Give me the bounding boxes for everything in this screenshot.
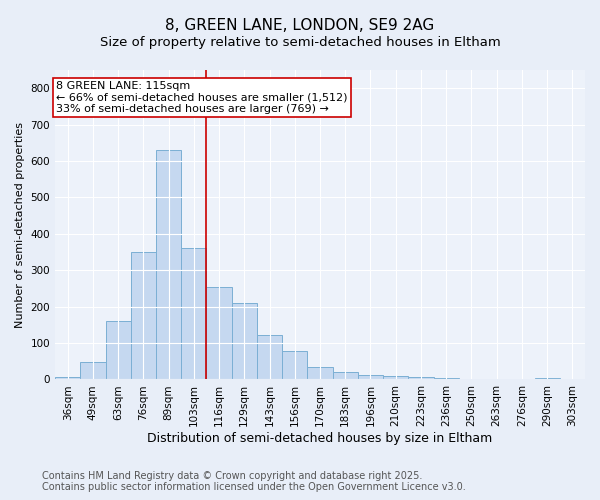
Bar (358, 374, 383, 380)
Bar (232, 303, 257, 380)
Bar (282, 351, 307, 380)
Bar (55, 376, 80, 380)
Bar (80, 362, 106, 380)
Bar (257, 335, 282, 380)
Text: 8 GREEN LANE: 115sqm
← 66% of semi-detached houses are smaller (1,512)
33% of se: 8 GREEN LANE: 115sqm ← 66% of semi-detac… (56, 81, 348, 114)
Bar (106, 321, 131, 380)
Text: Size of property relative to semi-detached houses in Eltham: Size of property relative to semi-detach… (100, 36, 500, 49)
X-axis label: Distribution of semi-detached houses by size in Eltham: Distribution of semi-detached houses by … (148, 432, 493, 445)
Bar (535, 378, 560, 380)
Bar (459, 378, 484, 380)
Bar (409, 377, 434, 380)
Bar (131, 252, 156, 380)
Bar (434, 378, 459, 380)
Bar (206, 286, 232, 380)
Text: Contains HM Land Registry data © Crown copyright and database right 2025.
Contai: Contains HM Land Registry data © Crown c… (42, 471, 466, 492)
Bar (156, 150, 181, 380)
Bar (383, 376, 409, 380)
Y-axis label: Number of semi-detached properties: Number of semi-detached properties (15, 122, 25, 328)
Text: 8, GREEN LANE, LONDON, SE9 2AG: 8, GREEN LANE, LONDON, SE9 2AG (166, 18, 434, 32)
Bar (307, 366, 332, 380)
Bar (181, 248, 206, 380)
Bar (332, 372, 358, 380)
